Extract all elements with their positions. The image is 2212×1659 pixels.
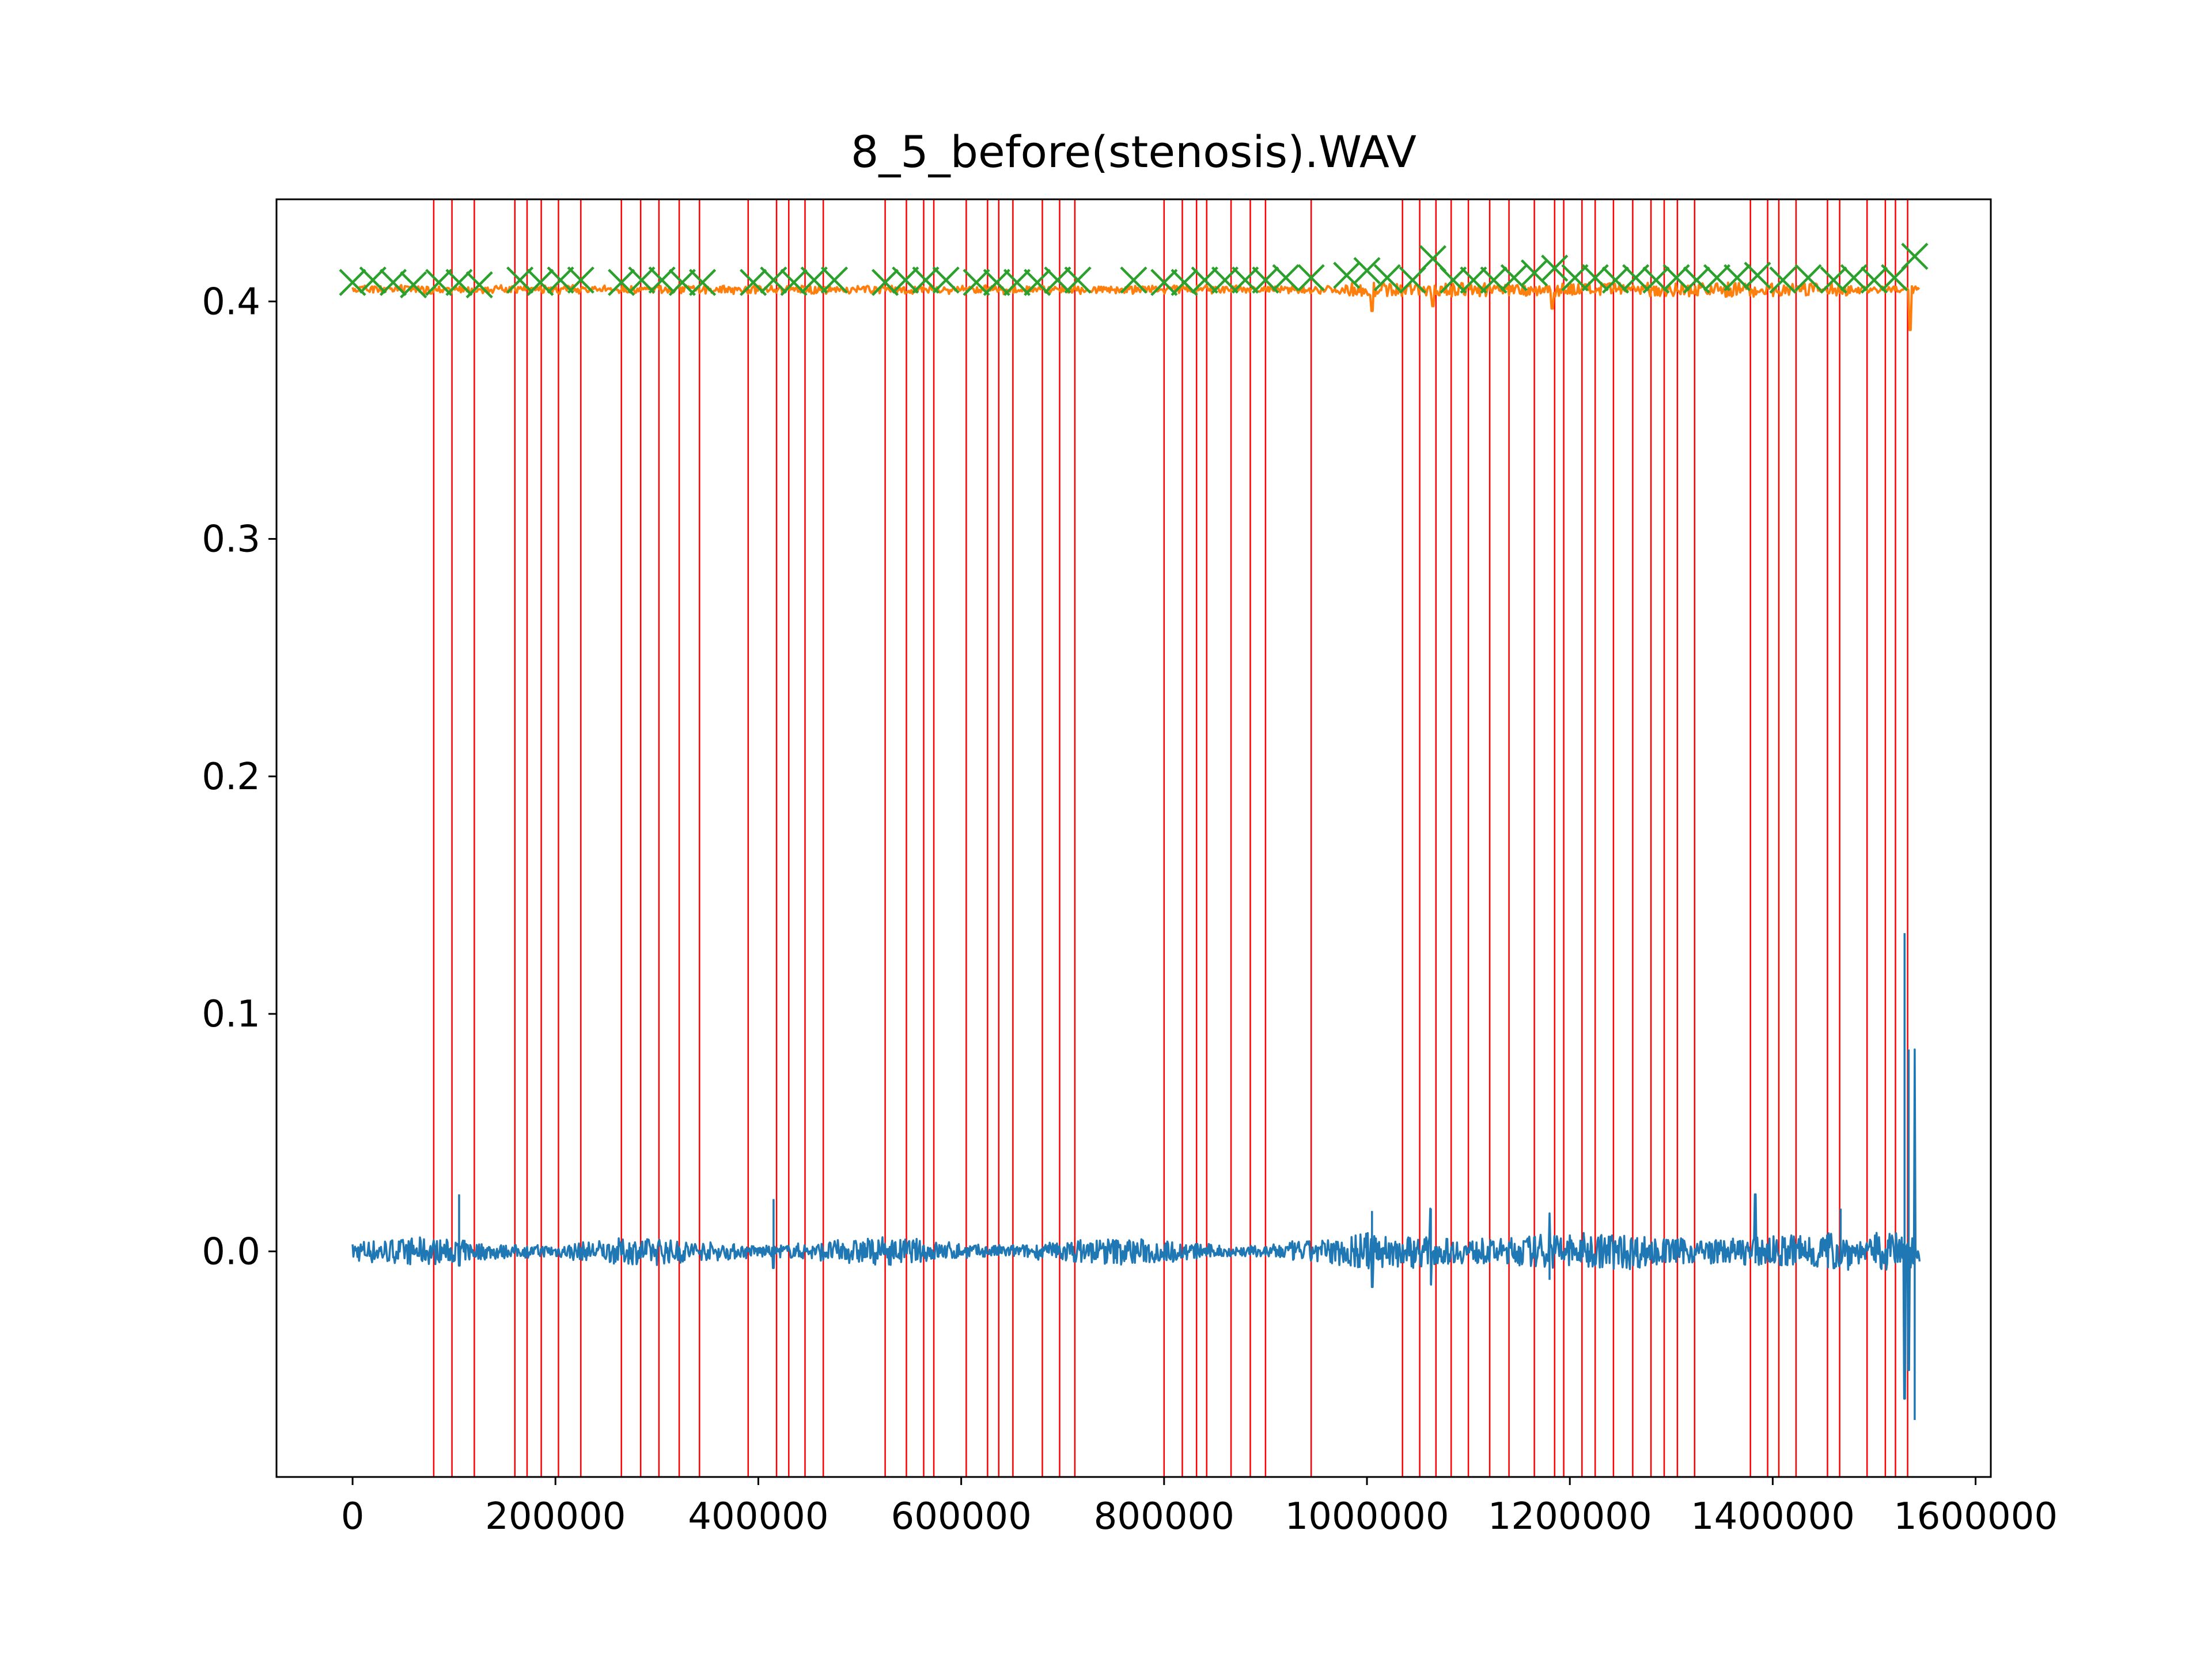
peak-marker-10 [567,266,594,294]
x-tick-label-5: 1000000 [1285,1495,1449,1538]
y-tick-label-3: 0.3 [202,518,260,561]
peak-marker-30 [1064,266,1092,294]
peak-marker-42 [1373,264,1401,291]
x-tick-label-8: 1600000 [1893,1495,2058,1538]
peak-marker-15 [689,268,717,296]
peak-marker-9 [547,266,574,294]
peak-marker-45 [1440,266,1467,294]
peak-marker-39 [1297,264,1325,291]
peak-marker-60 [1744,262,1771,289]
peak-marker-25 [963,268,990,296]
peak-marker-38 [1272,264,1300,291]
peak-marker-34 [1191,266,1218,294]
y-axis: 0.0 0.1 0.2 0.3 0.4 [202,281,276,1273]
peak-marker-24 [932,266,960,294]
chart-title: 8_5_before(stenosis).WAV [851,126,1416,177]
x-tick-label-2: 400000 [688,1495,828,1538]
x-tick-label-1: 200000 [485,1495,626,1538]
peak-marker-29 [1044,266,1071,294]
x-tick-label-6: 1200000 [1488,1495,1652,1538]
peak-marker-67 [1901,243,1929,270]
peak-marker-26 [983,268,1010,296]
peak-marker-20 [820,266,849,294]
plot-area [339,199,1929,1477]
peak-marker-32 [1150,268,1178,296]
x-tick-label-3: 600000 [891,1495,1031,1538]
y-tick-label-2: 0.2 [202,756,260,798]
peak-marker-62 [1794,264,1822,291]
signal-line [351,933,1921,1421]
axes-frame [275,198,1992,1478]
peak-marker-58 [1703,264,1731,291]
peak-marker-41 [1353,257,1381,285]
x-tick-label-7: 1400000 [1691,1495,1855,1538]
peak-marker-61 [1769,266,1797,294]
y-tick-label-4: 0.4 [202,281,260,323]
peak-marker-14 [668,268,696,296]
peak-marker-51 [1561,264,1589,291]
peak-marker-46 [1460,266,1487,294]
peak-marker-35 [1211,266,1239,294]
peak-marker-36 [1232,266,1259,294]
x-tick-label-0: 0 [341,1495,365,1538]
peak-marker-4 [425,268,453,296]
x-axis: 0 200000 400000 600000 800000 1000000 1200000 1… [341,1477,2058,1538]
peak-marker-12 [628,266,656,294]
peak-marker-23 [912,266,940,294]
peak-marker-31 [1120,266,1147,294]
peak-marker-19 [800,266,828,294]
peak-marker-3 [400,271,427,299]
x-tick-label-4: 800000 [1094,1495,1234,1538]
y-tick-label-1: 0.1 [202,993,260,1036]
peak-marker-50 [1541,254,1569,282]
peak-marker-6 [465,271,493,299]
peak-marker-27 [1003,268,1031,296]
y-tick-label-0: 0.0 [202,1230,260,1273]
peak-marker-22 [892,266,919,294]
